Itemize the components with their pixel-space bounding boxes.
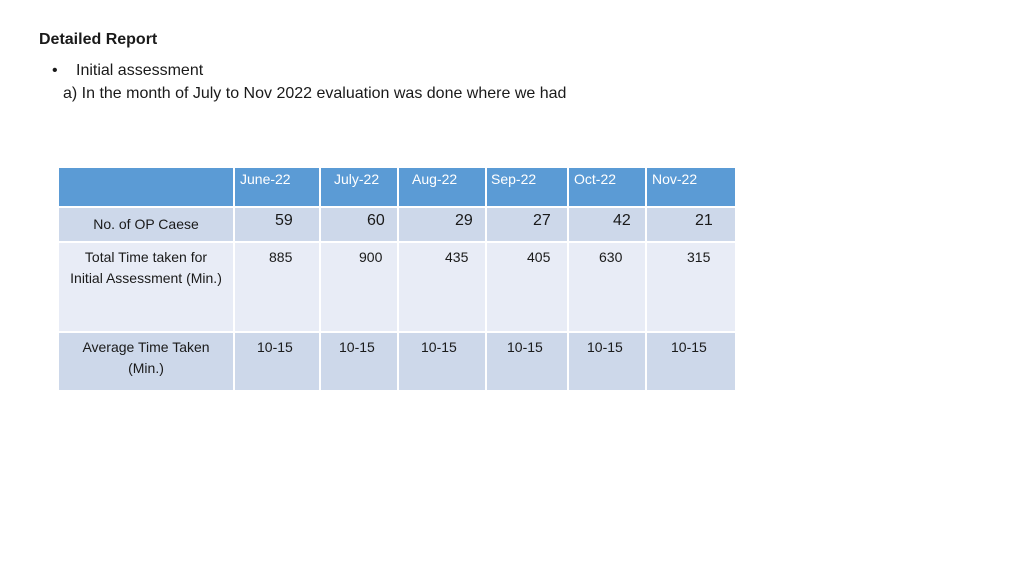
table-row-total-time: Total Time taken for Initial Assessment … [57,241,737,333]
table-cell: 59 [233,206,321,243]
table-cell: 21 [645,206,737,243]
table-cell: 10-15 [319,331,399,392]
header-june: June-22 [233,166,321,208]
table-cell: 315 [645,241,737,333]
table-cell: 10-15 [397,331,487,392]
header-july: July-22 [319,166,399,208]
header-corner-cell [57,166,235,208]
table-header-row: June-22 July-22 Aug-22 Sep-22 Oct-22 Nov… [57,166,737,208]
table-cell: 10-15 [233,331,321,392]
header-sep: Sep-22 [485,166,569,208]
table-cell: 885 [233,241,321,333]
table-cell: 435 [397,241,487,333]
table-row-op-cases: No. of OP Caese 59 60 29 27 42 21 [57,206,737,243]
header-oct: Oct-22 [567,166,647,208]
table-cell: 27 [485,206,569,243]
row-label: No. of OP Caese [57,206,235,243]
header-aug: Aug-22 [397,166,487,208]
row-label: Average Time Taken (Min.) [57,331,235,392]
table-cell: 60 [319,206,399,243]
table-cell: 29 [397,206,487,243]
bullet-item: • Initial assessment [52,62,203,80]
table-cell: 10-15 [567,331,647,392]
bullet-text: Initial assessment [76,62,204,79]
description-text: a) In the month of July to Nov 2022 eval… [63,85,567,102]
header-nov: Nov-22 [645,166,737,208]
table-row-average-time: Average Time Taken (Min.) 10-15 10-15 10… [57,331,737,392]
report-table: June-22 July-22 Aug-22 Sep-22 Oct-22 Nov… [57,166,737,392]
row-label: Total Time taken for Initial Assessment … [57,241,235,333]
table-cell: 42 [567,206,647,243]
table-cell: 405 [485,241,569,333]
page-title: Detailed Report [39,31,158,48]
table-cell: 10-15 [485,331,569,392]
bullet-icon: • [52,62,58,79]
table-cell: 900 [319,241,399,333]
table-cell: 10-15 [645,331,737,392]
table-cell: 630 [567,241,647,333]
